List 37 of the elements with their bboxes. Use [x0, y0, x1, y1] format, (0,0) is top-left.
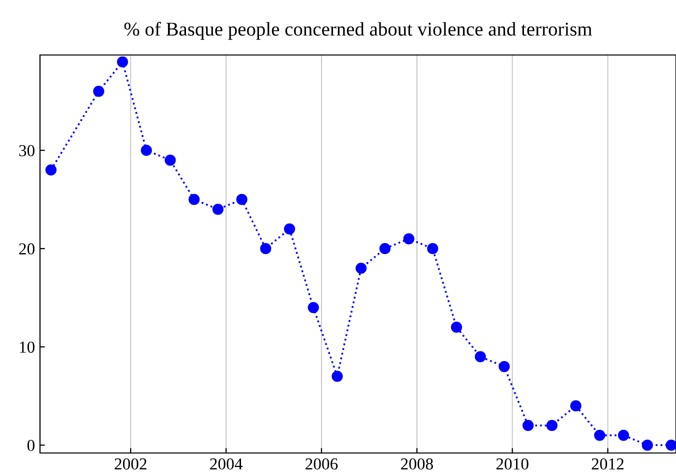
x-tick-label: 2012	[592, 458, 624, 470]
chart-title: % of Basque people concerned about violence and terrorism	[124, 22, 592, 40]
point	[236, 194, 248, 206]
point	[546, 420, 558, 432]
point	[450, 322, 462, 333]
point	[570, 400, 582, 412]
y-tick-label: 0	[27, 440, 35, 452]
y-tick-label: 30	[19, 145, 35, 156]
point	[498, 360, 510, 372]
x-tick-label: 2002	[114, 458, 146, 470]
point	[164, 154, 176, 166]
y-tick-label: 10	[20, 342, 35, 353]
point	[284, 223, 296, 234]
point	[379, 243, 391, 254]
point	[188, 194, 200, 206]
point	[474, 351, 486, 362]
point	[642, 440, 653, 451]
point	[45, 164, 57, 176]
point	[212, 204, 224, 215]
point	[594, 430, 606, 441]
point	[666, 440, 676, 451]
point	[260, 243, 272, 254]
point	[403, 233, 414, 244]
x-tick-label: 2010	[496, 458, 528, 470]
x-tick-label: 2008	[400, 458, 433, 470]
y-tick-label: 20	[19, 243, 35, 255]
point	[116, 56, 128, 68]
x-tick-label: 2004	[210, 458, 242, 470]
point	[308, 302, 319, 314]
point	[93, 86, 104, 97]
x-tick-label: 2006	[306, 458, 338, 470]
point	[522, 420, 534, 432]
point	[427, 243, 438, 254]
point	[332, 370, 343, 382]
point	[356, 262, 367, 274]
point	[140, 144, 152, 156]
point	[618, 430, 630, 441]
